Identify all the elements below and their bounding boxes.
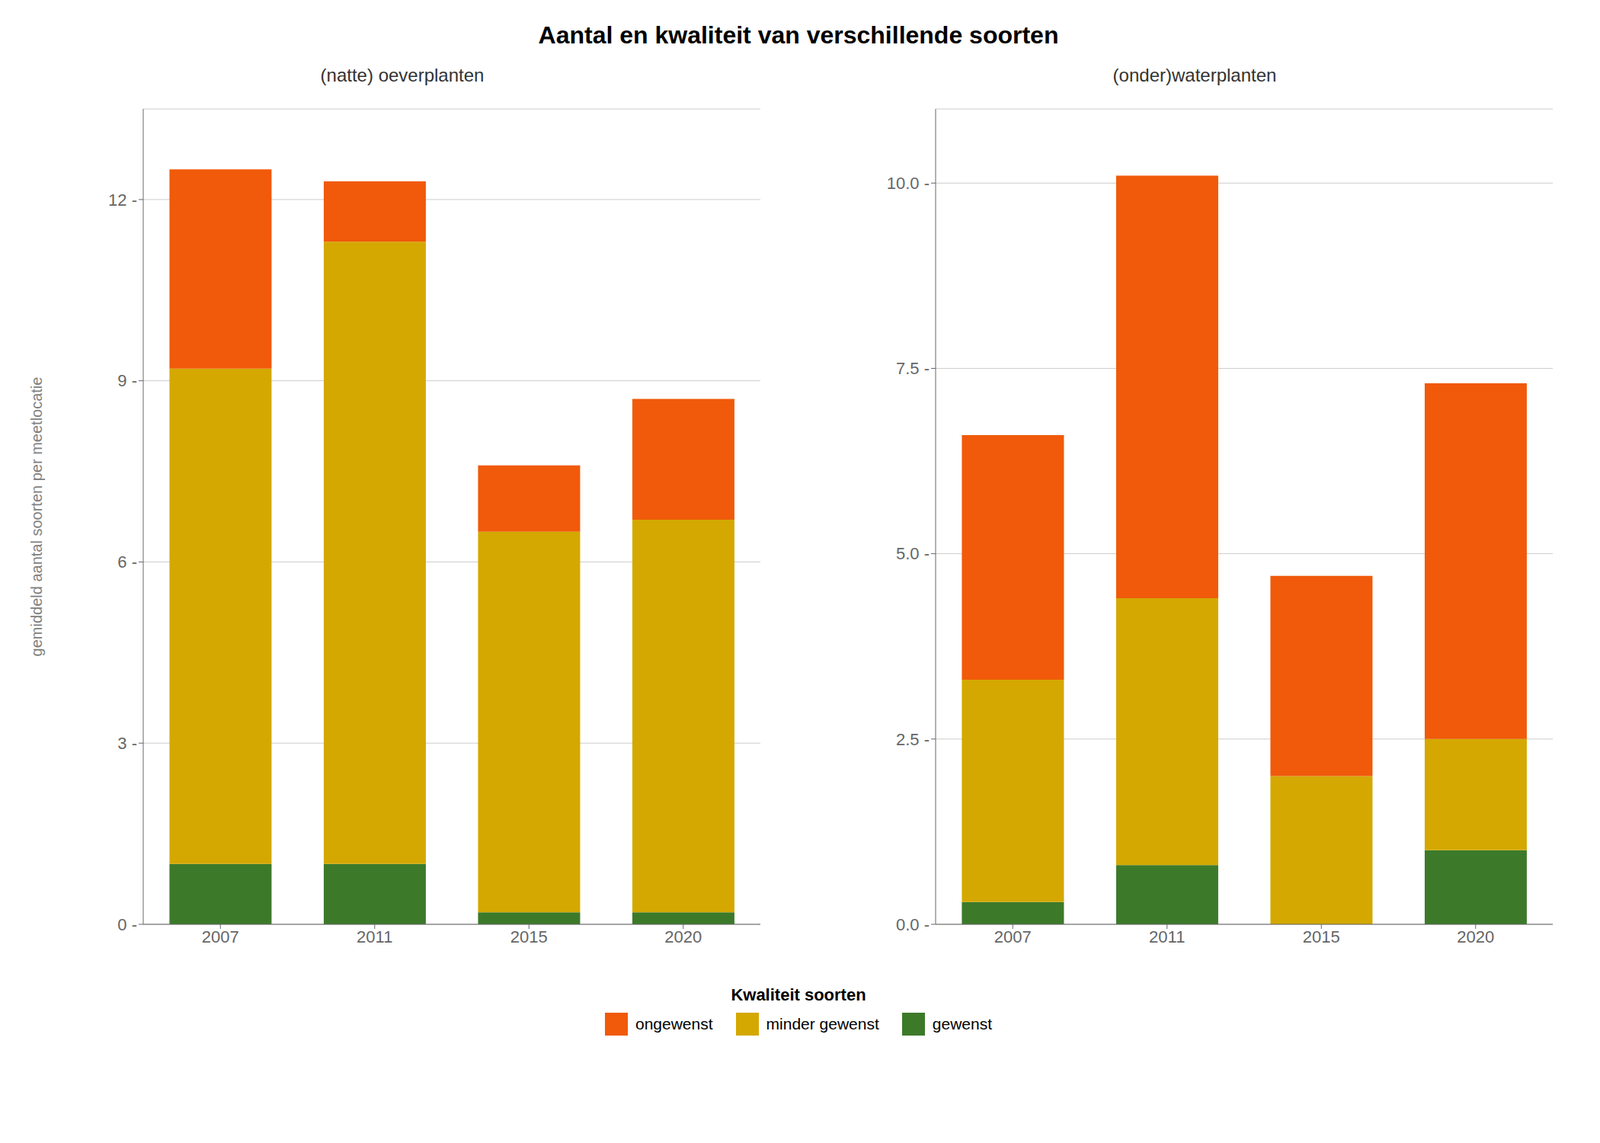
- svg-text:6 -: 6 -: [117, 552, 138, 572]
- svg-text:2007: 2007: [201, 927, 240, 947]
- svg-text:2015: 2015: [510, 927, 548, 947]
- svg-text:7.5 -: 7.5 -: [896, 358, 930, 378]
- html-text:(natte) oeverplanten: (natte) oeverplanten: [320, 64, 485, 86]
- svg-text:0.0 -: 0.0 -: [896, 915, 930, 935]
- svg-text:12 -: 12 -: [108, 190, 138, 210]
- svg-text:2007: 2007: [994, 927, 1032, 947]
- html-text:Aantal en kwaliteit van versch: Aantal en kwaliteit van verschillende so…: [538, 21, 1059, 49]
- html-text:Kwaliteit soorten: Kwaliteit soorten: [730, 985, 866, 1005]
- svg-text:gemiddeld aantal soorten per m: gemiddeld aantal soorten per meetlocatie: [28, 377, 45, 657]
- html-text:ongewenst: ongewenst: [635, 1014, 713, 1033]
- svg-text:2011: 2011: [356, 927, 393, 947]
- svg-text:9 -: 9 -: [117, 371, 138, 391]
- html-text:minder gewenst: minder gewenst: [766, 1014, 880, 1033]
- svg-text:3 -: 3 -: [117, 733, 138, 753]
- html-text:(onder)waterplanten: (onder)waterplanten: [1112, 64, 1277, 86]
- svg-text:2011: 2011: [1148, 927, 1185, 947]
- svg-text:0 -: 0 -: [117, 915, 138, 935]
- svg-text:5.0 -: 5.0 -: [896, 544, 930, 564]
- svg-text:2.5 -: 2.5 -: [896, 729, 930, 749]
- svg-text:2020: 2020: [664, 927, 702, 947]
- svg-text:10.0 -: 10.0 -: [886, 173, 930, 193]
- html-text:gewenst: gewenst: [932, 1014, 992, 1033]
- svg-text:2015: 2015: [1302, 927, 1341, 947]
- svg-text:2020: 2020: [1456, 927, 1495, 947]
